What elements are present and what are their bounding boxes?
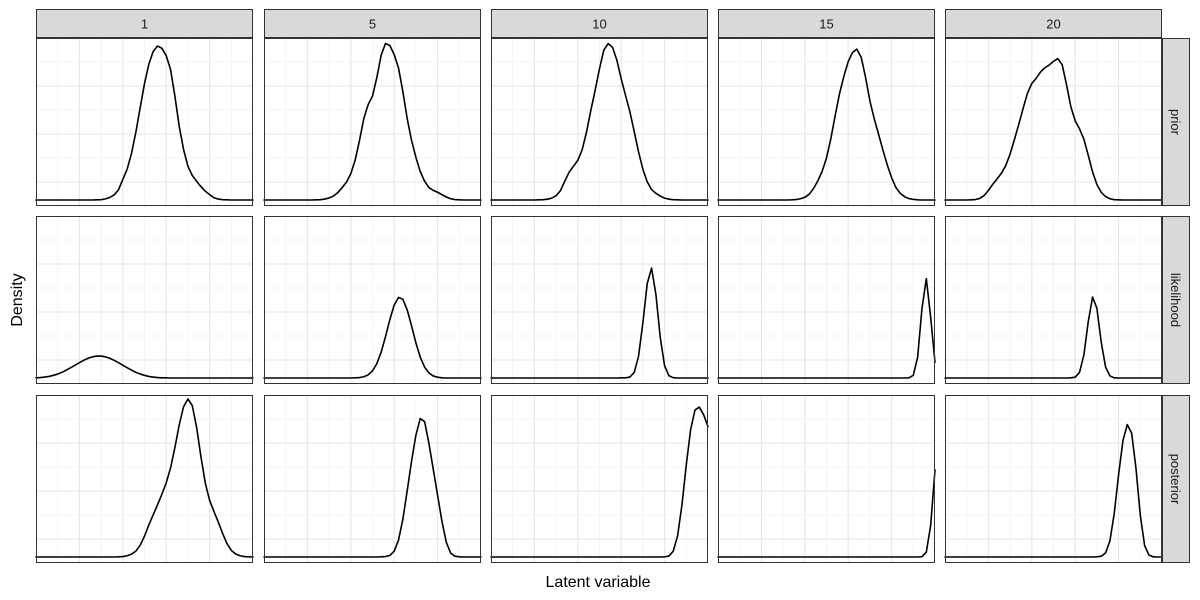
strip-background: [945, 9, 1162, 38]
strip-background: [36, 9, 253, 38]
panel-posterior-15: [717, 395, 936, 563]
y-axis-title: Density: [9, 273, 26, 326]
density-curve: [717, 469, 936, 558]
panels-layer: [35, 38, 1163, 563]
panel-border: [36, 38, 253, 206]
panel-border: [491, 395, 708, 563]
strip-background: [491, 9, 708, 38]
panel-prior-5: [263, 38, 482, 206]
density-curve: [717, 277, 936, 379]
density-curve: [263, 417, 482, 558]
panel-border: [718, 395, 935, 563]
density-curve: [944, 423, 1163, 558]
panel-border: [945, 395, 1162, 563]
panel-border: [264, 216, 481, 384]
panel-likelihood-5: [263, 216, 482, 384]
panel-prior-15: [717, 38, 936, 206]
panel-border: [491, 216, 708, 384]
panel-likelihood-20: [944, 216, 1163, 384]
strip-background: [1162, 216, 1190, 384]
density-curve: [944, 296, 1163, 379]
density-curve: [490, 267, 709, 379]
strip-label: 20: [1046, 17, 1060, 32]
panel-border: [718, 216, 935, 384]
panel-border: [36, 216, 253, 384]
panel-border: [945, 38, 1162, 206]
strip-label: 5: [369, 17, 376, 32]
strip-background: [264, 9, 481, 38]
density-curve: [717, 48, 936, 201]
row-strips: prior likelihood posterior: [1162, 38, 1190, 563]
panel-prior-10: [490, 38, 709, 206]
panel-likelihood-10: [490, 216, 709, 384]
strip-label: likelihood: [1168, 273, 1183, 327]
panel-border: [36, 395, 253, 563]
panel-posterior-5: [263, 395, 482, 563]
density-curve: [35, 45, 254, 201]
panel-prior-1: [35, 38, 254, 206]
strip-label: prior: [1168, 109, 1183, 136]
row-strip: posterior: [1162, 395, 1190, 563]
strip-label: 1: [141, 17, 148, 32]
x-axis-title: Latent variable: [546, 574, 651, 591]
panel-posterior-20: [944, 395, 1163, 563]
strip-label: 15: [819, 17, 833, 32]
column-strip: 10: [491, 9, 708, 38]
row-strip: prior: [1162, 38, 1190, 206]
panel-posterior-1: [35, 395, 254, 563]
panel-border: [718, 38, 935, 206]
column-strip: 15: [718, 9, 935, 38]
panel-likelihood-1: [35, 216, 254, 384]
column-strip: 1: [36, 9, 253, 38]
panel-border: [264, 38, 481, 206]
column-strip: 20: [945, 9, 1162, 38]
column-strips: 1 5 10 15 20: [36, 9, 1162, 38]
panel-likelihood-15: [717, 216, 936, 384]
panel-border: [264, 395, 481, 563]
strip-background: [718, 9, 935, 38]
panel-border: [491, 38, 708, 206]
density-curve: [263, 296, 482, 379]
strip-label: posterior: [1168, 454, 1183, 505]
density-curve: [944, 57, 1163, 201]
strip-background: [1162, 395, 1190, 563]
density-curve: [35, 355, 254, 379]
density-curve: [490, 42, 709, 201]
column-strip: 5: [264, 9, 481, 38]
strip-background: [1162, 38, 1190, 206]
density-curve: [35, 398, 254, 558]
density-curve: [263, 42, 482, 201]
strip-label: 10: [592, 17, 606, 32]
panel-posterior-10: [490, 395, 709, 563]
panel-prior-20: [944, 38, 1163, 206]
row-strip: likelihood: [1162, 216, 1190, 384]
density-curve: [490, 406, 709, 558]
panel-border: [945, 216, 1162, 384]
